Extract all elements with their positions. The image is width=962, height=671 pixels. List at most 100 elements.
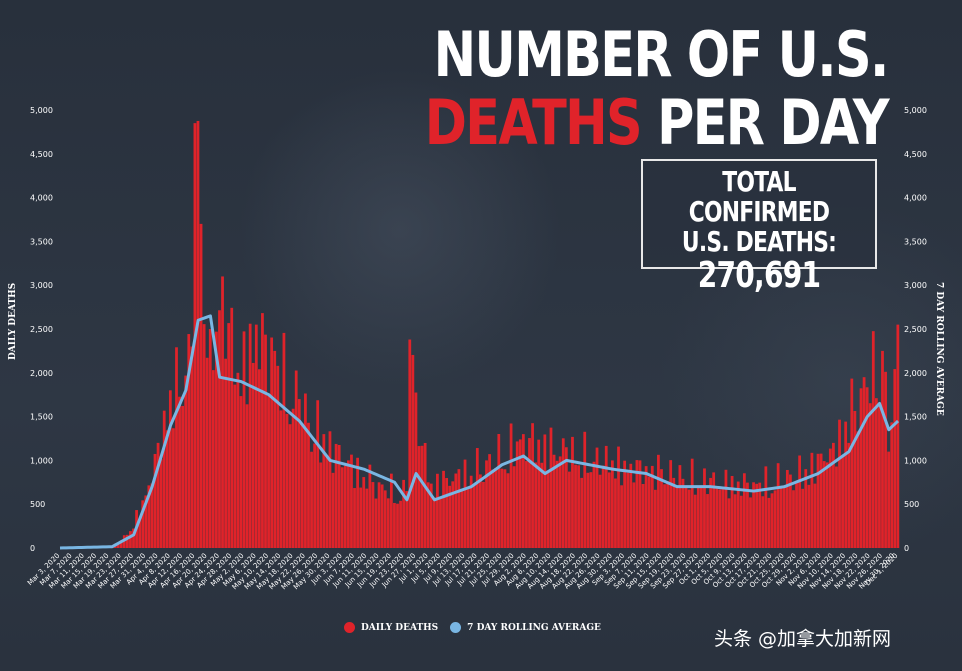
- bar: [257, 369, 261, 548]
- bar: [420, 445, 424, 548]
- bar: [162, 410, 166, 548]
- bar: [175, 347, 178, 548]
- bar: [331, 472, 335, 548]
- bar: [525, 461, 528, 548]
- bar: [448, 485, 452, 548]
- y-tick-right: 2,000: [904, 369, 927, 378]
- bar: [660, 469, 663, 548]
- bar: [218, 310, 221, 548]
- y-tick-right: 3,000: [904, 281, 927, 290]
- bar: [761, 496, 765, 548]
- bar: [190, 346, 194, 548]
- bar: [515, 441, 519, 548]
- bar: [236, 372, 240, 548]
- bar: [782, 485, 786, 548]
- bar: [632, 482, 636, 548]
- bar: [607, 472, 611, 548]
- bar: [328, 431, 332, 548]
- bar: [144, 495, 148, 548]
- bar: [356, 457, 359, 548]
- y-tick-left: 5,000: [30, 106, 53, 115]
- bar: [709, 477, 712, 548]
- bar: [202, 324, 206, 548]
- bar: [267, 396, 270, 548]
- bar: [362, 477, 366, 548]
- bar: [727, 498, 731, 548]
- bar: [537, 439, 541, 548]
- bar: [254, 324, 258, 548]
- bar: [426, 482, 430, 548]
- bar: [457, 469, 461, 548]
- bar: [690, 458, 694, 548]
- bar: [844, 421, 848, 548]
- bar: [712, 472, 716, 548]
- bar: [832, 442, 835, 548]
- bar: [893, 369, 897, 548]
- total-box-value: 270,691: [697, 255, 821, 296]
- bar: [792, 490, 795, 548]
- bar: [617, 446, 620, 548]
- bar: [881, 350, 884, 548]
- bar: [828, 448, 832, 548]
- y-tick-left: 3,000: [30, 281, 53, 290]
- bar: [187, 334, 191, 548]
- bar: [153, 453, 157, 548]
- bar: [853, 411, 857, 548]
- bar: [353, 488, 356, 548]
- bar: [816, 453, 820, 548]
- bar: [540, 462, 544, 548]
- y-tick-right: 4,500: [904, 150, 927, 159]
- bar: [500, 468, 504, 548]
- bar: [261, 313, 264, 548]
- bar: [773, 490, 777, 548]
- y-tick-right: 4,000: [904, 194, 927, 203]
- bar: [583, 431, 587, 548]
- bar: [270, 337, 274, 548]
- bar: [147, 485, 151, 548]
- bar: [325, 455, 329, 548]
- bar: [454, 473, 458, 548]
- bar: [389, 473, 393, 548]
- bar: [890, 422, 894, 548]
- chart-legend: DAILY DEATHS 7 DAY ROLLING AVERAGE: [344, 622, 613, 633]
- bar: [273, 350, 277, 548]
- bar: [371, 482, 375, 548]
- bar: [165, 430, 169, 548]
- bar: [592, 461, 596, 548]
- bar: [205, 357, 209, 548]
- bar: [460, 491, 464, 548]
- bar: [878, 406, 881, 548]
- bar: [479, 474, 482, 548]
- y-tick-left: 0: [30, 544, 35, 553]
- bar: [429, 483, 433, 548]
- bar: [368, 464, 372, 548]
- bar: [491, 469, 495, 548]
- bar: [417, 446, 421, 548]
- bar: [116, 543, 120, 548]
- bar: [687, 489, 691, 548]
- bar: [742, 473, 746, 548]
- bar: [595, 447, 599, 548]
- bar: [678, 465, 682, 548]
- bar: [896, 324, 900, 548]
- bar: [859, 388, 863, 548]
- bar: [138, 518, 142, 548]
- bar: [822, 461, 826, 548]
- bar: [172, 428, 175, 548]
- bar: [374, 498, 378, 548]
- y-tick-right: 0: [904, 544, 909, 553]
- bar: [221, 276, 224, 548]
- bar: [383, 490, 387, 548]
- bar: [224, 358, 227, 548]
- bar: [408, 339, 412, 548]
- bar: [393, 502, 396, 548]
- bar: [549, 427, 553, 548]
- bar: [159, 459, 163, 548]
- legend-dot-average: [450, 622, 462, 633]
- bar: [497, 434, 501, 548]
- bar: [552, 454, 556, 548]
- bar: [696, 486, 700, 548]
- bar: [245, 404, 249, 548]
- bar: [156, 442, 160, 548]
- bar: [129, 531, 132, 548]
